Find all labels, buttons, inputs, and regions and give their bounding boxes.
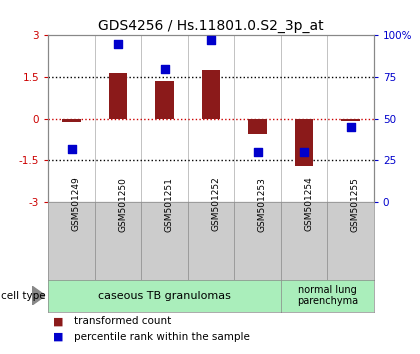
Point: [347, 124, 354, 130]
Text: GSM501252: GSM501252: [211, 177, 220, 232]
Polygon shape: [32, 286, 45, 305]
Point: [115, 41, 121, 46]
Text: ■: ■: [52, 316, 63, 326]
Text: caseous TB granulomas: caseous TB granulomas: [98, 291, 231, 301]
Text: percentile rank within the sample: percentile rank within the sample: [74, 332, 249, 342]
Text: GSM501249: GSM501249: [71, 177, 81, 232]
Title: GDS4256 / Hs.11801.0.S2_3p_at: GDS4256 / Hs.11801.0.S2_3p_at: [98, 19, 324, 33]
Point: [301, 149, 307, 155]
Text: GSM501253: GSM501253: [257, 177, 267, 232]
Bar: [202, 70, 220, 119]
Text: transformed count: transformed count: [74, 316, 171, 326]
Bar: [248, 119, 267, 134]
Bar: [295, 119, 313, 166]
Text: GSM501250: GSM501250: [118, 177, 127, 232]
Point: [161, 66, 168, 72]
Bar: [155, 81, 174, 119]
Text: GSM501254: GSM501254: [304, 177, 313, 232]
Text: normal lung
parenchyma: normal lung parenchyma: [297, 285, 358, 307]
Text: GSM501251: GSM501251: [165, 177, 173, 232]
Text: cell type: cell type: [1, 291, 45, 301]
Bar: [109, 73, 127, 119]
Point: [68, 146, 75, 152]
Text: GSM501255: GSM501255: [351, 177, 360, 232]
Bar: [62, 119, 81, 122]
Text: ■: ■: [52, 332, 63, 342]
Point: [254, 149, 261, 155]
Bar: [341, 119, 360, 121]
Point: [208, 38, 215, 43]
